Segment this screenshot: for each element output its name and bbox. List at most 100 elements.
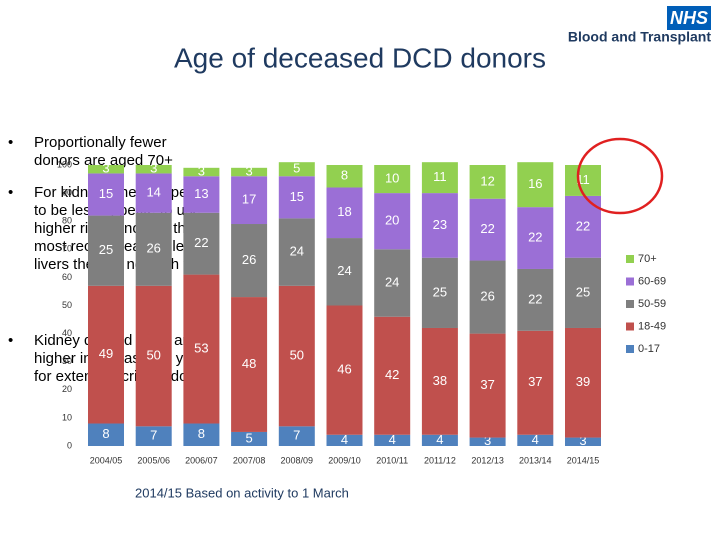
- data-label: 5: [245, 430, 252, 445]
- bar-segment: [374, 249, 411, 317]
- bar-segment: [565, 327, 601, 438]
- legend-swatch: [626, 300, 634, 308]
- logo-text: Blood and Transplant: [568, 29, 711, 45]
- legend-swatch: [626, 255, 634, 263]
- highlight-ellipse: [576, 137, 664, 215]
- bar-segment: [421, 193, 458, 258]
- bar-segment: [88, 423, 124, 446]
- bar-segment: [565, 257, 601, 328]
- x-tick-label: 2008/09: [281, 455, 314, 465]
- bullet: Proportionally fewer donors are aged 70+: [34, 134, 173, 169]
- data-label: 12: [480, 173, 494, 188]
- bar-segment: [278, 162, 315, 177]
- bar-segment: [278, 426, 315, 446]
- data-label: 7: [150, 428, 157, 443]
- bar-segment: [374, 434, 411, 446]
- x-tick-label: 2007/08: [233, 455, 266, 465]
- data-label: 53: [194, 340, 208, 355]
- legend-swatch: [626, 322, 634, 331]
- data-label: 49: [99, 346, 113, 361]
- data-label: 37: [528, 374, 542, 389]
- bar-segment: [183, 423, 220, 446]
- bar-segment: [517, 330, 554, 435]
- bar-segment: [231, 431, 268, 446]
- bar-segment: [183, 212, 220, 275]
- data-label: 8: [198, 426, 205, 441]
- data-label: 38: [433, 373, 447, 388]
- x-tick-label: 2010/11: [376, 455, 408, 465]
- data-label: 50: [290, 348, 304, 363]
- data-label: 4: [436, 432, 443, 447]
- x-tick-label: 2006/07: [185, 455, 218, 465]
- y-tick-label: 50: [62, 300, 72, 310]
- data-label: 10: [385, 170, 399, 185]
- bar-segment: [517, 207, 554, 269]
- data-label: 15: [99, 186, 113, 201]
- bar-segment: [183, 274, 220, 424]
- logo-box: [667, 6, 711, 30]
- data-label: 5: [293, 161, 300, 176]
- legend-label: 0-17: [638, 343, 660, 355]
- data-label: 18: [337, 204, 351, 219]
- bar-segment: [374, 316, 411, 435]
- bar-segment: [326, 434, 363, 446]
- bar-segment: [278, 285, 315, 427]
- bullet-dot: •: [8, 332, 14, 349]
- bar-segment: [88, 165, 124, 174]
- data-label: 25: [576, 284, 590, 299]
- data-label: 50: [146, 348, 160, 363]
- y-tick-label: 40: [62, 328, 72, 338]
- y-tick-label: 100: [57, 159, 72, 169]
- x-tick-label: 2012/13: [471, 455, 504, 465]
- legend-label: 18-49: [638, 320, 666, 332]
- bar-segment: [231, 297, 268, 432]
- data-label: 26: [242, 252, 256, 267]
- data-label: 16: [528, 176, 542, 191]
- data-label: 22: [528, 291, 542, 306]
- y-tick-label: 0: [67, 440, 72, 450]
- y-tick-label: 60: [62, 272, 72, 282]
- bar-segment: [517, 162, 554, 208]
- data-label: 46: [337, 362, 351, 377]
- bar-segment: [374, 193, 411, 250]
- bar-segment: [135, 285, 172, 427]
- data-label: 4: [532, 432, 539, 447]
- bar-segment: [469, 333, 506, 438]
- x-tick-label: 2009/10: [328, 455, 361, 465]
- bar-segment: [565, 165, 601, 196]
- data-label: 3: [579, 433, 586, 448]
- bar-segment: [421, 327, 458, 435]
- data-label: 7: [293, 428, 300, 443]
- data-label: 13: [194, 186, 208, 201]
- bar-segment: [326, 165, 363, 188]
- bar-segment: [88, 173, 124, 216]
- x-tick-label: 2014/15: [567, 455, 600, 465]
- bullet-dot: •: [8, 184, 14, 201]
- data-label: 4: [341, 432, 348, 447]
- bar-segment: [135, 173, 172, 213]
- bar-segment: [374, 165, 411, 194]
- bar-segment: [231, 176, 268, 225]
- data-label: 22: [194, 235, 208, 250]
- data-label: 3: [150, 161, 157, 176]
- bar-segment: [517, 268, 554, 331]
- bar-segment: [88, 215, 124, 286]
- x-tick-label: 2004/05: [90, 455, 123, 465]
- data-label: 24: [385, 274, 399, 289]
- data-label: 4: [389, 432, 396, 447]
- data-label: 24: [290, 244, 304, 259]
- chart-title: Age of deceased DCD donors: [174, 42, 546, 73]
- data-label: 26: [146, 241, 160, 256]
- bullet-dot: •: [8, 134, 14, 151]
- legend-label: 70+: [638, 253, 657, 265]
- data-label: 48: [242, 356, 256, 371]
- bar-segment: [421, 434, 458, 446]
- data-label: 23: [433, 217, 447, 232]
- legend-label: 50-59: [638, 298, 666, 310]
- bar-segment: [231, 167, 268, 177]
- data-label: 14: [146, 185, 160, 200]
- y-tick-label: 80: [62, 216, 72, 226]
- data-label: 42: [385, 367, 399, 382]
- x-tick-label: 2011/12: [424, 455, 456, 465]
